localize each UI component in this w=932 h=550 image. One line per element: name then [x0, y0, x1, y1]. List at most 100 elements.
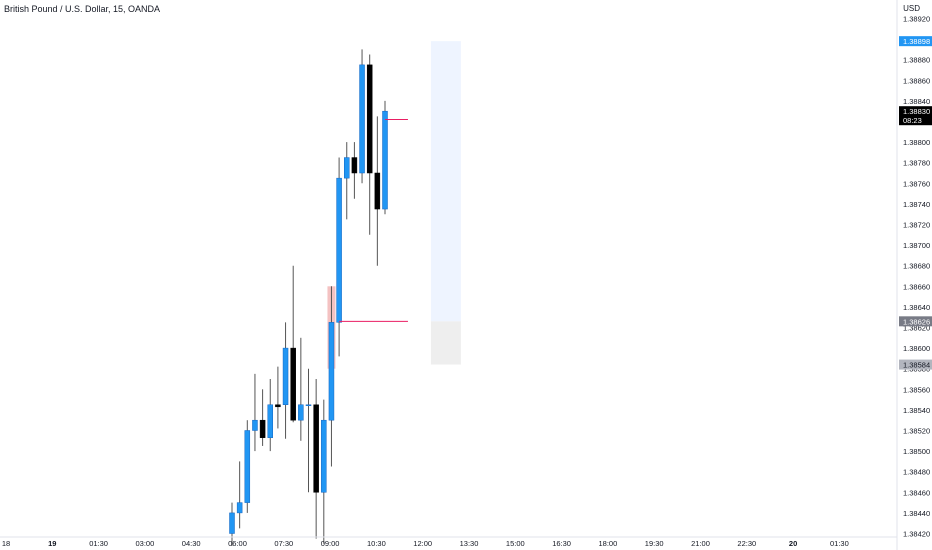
price-tick-label: 1.38700 [903, 241, 930, 250]
price-badge: 1.38584 [899, 359, 932, 370]
time-tick-label: 21:00 [691, 539, 710, 548]
price-tick-label: 1.38920 [903, 15, 930, 24]
candle-body [290, 347, 296, 421]
candle-body [305, 404, 312, 406]
candle-body [244, 430, 251, 503]
candle-body [351, 157, 358, 174]
price-badge-label: 1.38898 [903, 37, 930, 46]
price-tick-label: 1.38620 [903, 324, 930, 333]
candle-body [236, 502, 243, 514]
candle [290, 265, 296, 423]
time-tick-label: 19 [48, 539, 56, 548]
candle [282, 322, 289, 439]
price-tick-label: 1.38500 [903, 447, 930, 456]
candle-body [366, 64, 373, 174]
candle-body [328, 322, 335, 421]
price-tick-label: 1.38520 [903, 427, 930, 436]
price-badge: 1.38898 [899, 36, 932, 47]
price-tick-label: 1.38460 [903, 488, 930, 497]
candle-body [275, 404, 281, 408]
candle [259, 389, 266, 446]
candle [382, 100, 388, 215]
candle [351, 142, 358, 199]
time-tick-label: 18:00 [599, 539, 618, 548]
price-tick-label: 1.38420 [903, 530, 930, 539]
price-tick-label: 1.38760 [903, 179, 930, 188]
candles[interactable] [229, 49, 388, 546]
price-tick-label: 1.38480 [903, 468, 930, 477]
candle-body [336, 177, 342, 323]
price-tick-label: 1.38860 [903, 76, 930, 85]
price-badge-label: 1.38830 [903, 107, 930, 116]
price-tick-label: 1.38880 [903, 56, 930, 65]
candle [229, 502, 235, 546]
time-tick-label: 13:30 [460, 539, 479, 548]
candle-body [382, 110, 388, 210]
candle [275, 366, 281, 429]
candle [328, 286, 335, 467]
candle-body [259, 419, 266, 438]
time-tick-label: 06:00 [228, 539, 247, 548]
time-tick-label: 01:30 [89, 539, 108, 548]
candle-body [267, 404, 273, 438]
candle-body [252, 419, 258, 431]
time-tick-label: 22:30 [737, 539, 756, 548]
price-badge-bg [899, 359, 932, 370]
position-zones [327, 41, 461, 369]
price-badge-bg [899, 316, 932, 327]
candle [336, 157, 342, 357]
candle-body [321, 419, 327, 493]
candle [344, 142, 350, 220]
currency-label: USD [903, 4, 920, 13]
candle [313, 379, 319, 539]
price-tick-label: 1.38640 [903, 303, 930, 312]
time-tick-label: 09:00 [321, 539, 340, 548]
candle-body [374, 172, 381, 210]
price-tick-label: 1.38840 [903, 97, 930, 106]
candle [366, 54, 373, 235]
symbol-title[interactable]: British Pound / U.S. Dollar, 15, OANDA [4, 4, 161, 14]
time-tick-label: 16:30 [552, 539, 571, 548]
countdown-label: 08:23 [903, 116, 922, 125]
time-tick-label: 15:00 [506, 539, 525, 548]
candle [298, 337, 304, 441]
candle [267, 379, 273, 452]
zone-stop [430, 321, 461, 365]
candle [305, 368, 312, 493]
price-badge: 1.38626 [899, 316, 932, 327]
candle [236, 461, 243, 529]
price-tick-label: 1.38540 [903, 406, 930, 415]
time-tick-label: 04:30 [182, 539, 201, 548]
candle-body [229, 512, 235, 534]
horizontal-lines[interactable] [339, 118, 408, 322]
zone-target [430, 41, 461, 322]
time-tick-label: 18 [2, 539, 10, 548]
time-tick-label: 01:30 [830, 539, 849, 548]
time-tick-label: 03:00 [136, 539, 155, 548]
candle-body [359, 64, 365, 174]
price-badge-label: 1.38584 [903, 361, 930, 370]
candle-body [298, 404, 304, 421]
time-tick-label: 07:30 [274, 539, 293, 548]
price-badge-label: 1.38626 [903, 317, 930, 326]
price-badge-bg [899, 36, 932, 47]
time-tick-label: 12:00 [413, 539, 432, 548]
price-tick-label: 1.38440 [903, 509, 930, 518]
candle [359, 49, 365, 184]
time-tick-label: 10:30 [367, 539, 386, 548]
price-tick-label: 1.38740 [903, 200, 930, 209]
candle-body [313, 404, 319, 493]
price-tick-label: 1.38780 [903, 159, 930, 168]
time-tick-label: 19:30 [645, 539, 664, 548]
candle [374, 116, 381, 266]
candle [321, 399, 327, 544]
price-tick-label: 1.38800 [903, 138, 930, 147]
price-tick-label: 1.38560 [903, 385, 930, 394]
price-badge-bg [899, 106, 932, 126]
price-axis[interactable]: 1.38420 1.38440 1.38460 1.38480 1.38500 1.385… [896, 0, 930, 550]
candle [252, 373, 258, 452]
time-axis[interactable]: 18 19 01:30 03:00 04:30 06:00 07:30 09:00 10:30 1… [0, 536, 897, 548]
candle-body [282, 347, 289, 406]
